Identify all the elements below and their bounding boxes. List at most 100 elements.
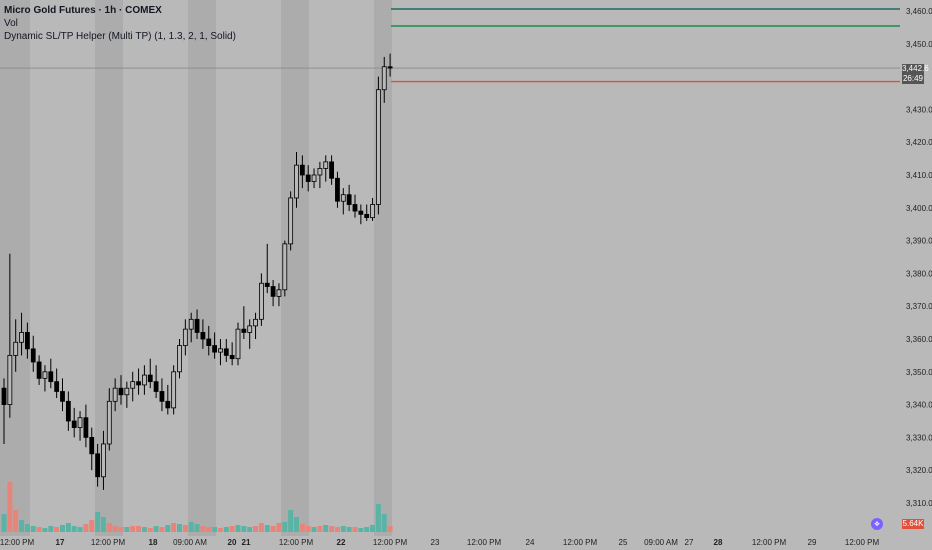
candle-body bbox=[247, 325, 253, 333]
candle-body bbox=[218, 348, 223, 353]
volume-bar bbox=[159, 527, 165, 532]
candle-body bbox=[305, 174, 311, 182]
volume-bar bbox=[1, 514, 7, 532]
session-band bbox=[188, 0, 216, 536]
volume-bar bbox=[136, 526, 142, 532]
candle-body bbox=[7, 354, 13, 405]
time-tick-label: 28 bbox=[714, 538, 723, 547]
price-tick-label: 3,410.0 bbox=[906, 171, 932, 180]
time-tick-label: 12:00 PM bbox=[752, 538, 787, 547]
volume-bar bbox=[19, 520, 25, 532]
volume-bar bbox=[89, 520, 95, 532]
candle-body bbox=[165, 400, 171, 409]
time-tick-label: 12:00 PM bbox=[373, 538, 408, 547]
volume-bar bbox=[387, 526, 393, 532]
volume-bar bbox=[352, 527, 358, 532]
volume-bar bbox=[264, 525, 270, 532]
time-tick-label: 12:00 PM bbox=[563, 538, 598, 547]
candle-body bbox=[200, 332, 206, 340]
volume-value-tag: 5.64K bbox=[902, 519, 924, 529]
candle-body bbox=[19, 332, 24, 343]
time-tick-label: 29 bbox=[808, 538, 817, 547]
price-tick-label: 3,340.0 bbox=[906, 401, 932, 410]
candle-body bbox=[329, 161, 335, 179]
volume-bar bbox=[118, 527, 124, 532]
volume-bar bbox=[282, 522, 288, 532]
volume-bar bbox=[54, 527, 60, 532]
volume-bar bbox=[182, 525, 188, 532]
volume-bar bbox=[83, 524, 89, 532]
volume-bar bbox=[299, 524, 305, 532]
volume-bar bbox=[206, 527, 212, 532]
volume-bar bbox=[100, 517, 106, 532]
candle-body bbox=[335, 177, 340, 202]
candle-body bbox=[1, 387, 7, 406]
volume-bar bbox=[171, 523, 177, 532]
price-tick-label: 3,450.0 bbox=[906, 40, 932, 49]
candle-body bbox=[194, 318, 200, 333]
time-tick-label: 12:00 PM bbox=[0, 538, 34, 547]
volume-bar bbox=[229, 526, 235, 532]
volume-bar bbox=[323, 525, 329, 532]
volume-bar bbox=[253, 526, 259, 532]
candlesticks bbox=[1, 53, 393, 490]
candle-body bbox=[264, 282, 270, 287]
candle-body bbox=[223, 348, 229, 356]
candle-body bbox=[340, 194, 346, 202]
volume-bar bbox=[258, 523, 264, 532]
candle-body bbox=[387, 66, 393, 69]
time-tick-label: 09:00 AM bbox=[173, 538, 207, 547]
volume-bar bbox=[188, 522, 194, 532]
candle-body bbox=[136, 381, 141, 386]
candle-body bbox=[130, 381, 136, 389]
volume-bar bbox=[165, 525, 171, 532]
volume-indicator-label[interactable]: Vol bbox=[4, 18, 18, 29]
time-tick-label: 27 bbox=[685, 538, 694, 547]
candle-body bbox=[182, 328, 188, 346]
volume-bar bbox=[48, 526, 54, 532]
volume-bar bbox=[358, 528, 364, 532]
tradingview-logo-icon[interactable]: ⟡ bbox=[871, 518, 883, 530]
candle-body bbox=[95, 453, 100, 478]
price-tick-label: 3,370.0 bbox=[906, 302, 932, 311]
volume-bar bbox=[124, 527, 130, 532]
volume-bar bbox=[381, 514, 387, 532]
candle-body bbox=[65, 400, 71, 422]
price-tick-label: 3,460.0 bbox=[906, 7, 932, 16]
volume-bar bbox=[329, 526, 335, 532]
volume-bar bbox=[141, 527, 147, 532]
bar-countdown: 26:49 bbox=[902, 74, 924, 83]
volume-bar bbox=[294, 517, 299, 532]
time-tick-label: 18 bbox=[149, 538, 158, 547]
candle-body bbox=[13, 341, 19, 356]
sl-tp-levels bbox=[0, 8, 900, 83]
volume-bar bbox=[340, 526, 346, 532]
candle-body bbox=[294, 164, 299, 199]
last-price-value: 3,442.6 bbox=[902, 64, 929, 73]
price-tick-label: 3,320.0 bbox=[906, 466, 932, 475]
candle-body bbox=[370, 204, 375, 219]
candle-body bbox=[299, 164, 305, 176]
time-tick-label: 20 bbox=[228, 538, 237, 547]
candle-body bbox=[288, 197, 294, 245]
candle-body bbox=[112, 387, 118, 402]
candle-body bbox=[42, 371, 48, 379]
indicator-label[interactable]: Dynamic SL/TP Helper (Multi TP) (1, 1.3,… bbox=[4, 31, 236, 42]
price-scale[interactable]: 3,460.0 3,450.0 3,430.0 3,420.0 3,410.0 3,400… bbox=[906, 7, 932, 508]
candle-body bbox=[171, 371, 177, 409]
volume-bar bbox=[375, 504, 381, 532]
time-tick-label: 17 bbox=[56, 538, 65, 547]
candle-body bbox=[24, 332, 30, 350]
volume-bar bbox=[241, 526, 247, 532]
candle-body bbox=[229, 354, 235, 360]
time-tick-label: 12:00 PM bbox=[467, 538, 502, 547]
candle-body bbox=[83, 417, 89, 438]
volume-bar bbox=[276, 523, 282, 532]
volume-bar bbox=[217, 528, 223, 532]
volume-bar bbox=[194, 524, 200, 532]
time-axis[interactable]: 12:00 PM 17 12:00 PM 18 09:00 AM 20 21 12:00 PM… bbox=[0, 538, 879, 547]
symbol-title[interactable]: Micro Gold Futures · 1h · COMEX bbox=[4, 5, 162, 16]
candle-body bbox=[147, 374, 153, 383]
